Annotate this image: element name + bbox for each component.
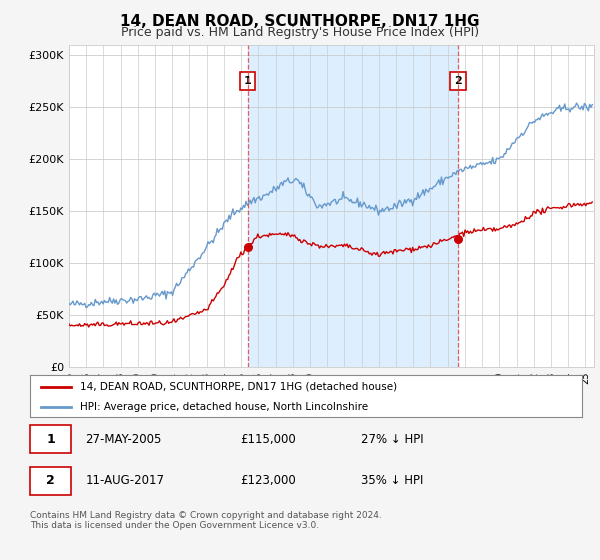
- Text: Contains HM Land Registry data © Crown copyright and database right 2024.
This d: Contains HM Land Registry data © Crown c…: [30, 511, 382, 530]
- Text: 14, DEAN ROAD, SCUNTHORPE, DN17 1HG: 14, DEAN ROAD, SCUNTHORPE, DN17 1HG: [120, 14, 480, 29]
- Text: 35% ↓ HPI: 35% ↓ HPI: [361, 474, 424, 487]
- Text: 11-AUG-2017: 11-AUG-2017: [85, 474, 164, 487]
- Text: HPI: Average price, detached house, North Lincolnshire: HPI: Average price, detached house, Nort…: [80, 402, 368, 412]
- Text: 27-MAY-2005: 27-MAY-2005: [85, 432, 161, 446]
- Text: 27% ↓ HPI: 27% ↓ HPI: [361, 432, 424, 446]
- Text: 1: 1: [244, 76, 251, 86]
- FancyBboxPatch shape: [30, 467, 71, 494]
- Text: Price paid vs. HM Land Registry's House Price Index (HPI): Price paid vs. HM Land Registry's House …: [121, 26, 479, 39]
- Text: £123,000: £123,000: [240, 474, 296, 487]
- FancyBboxPatch shape: [30, 425, 71, 453]
- Text: 2: 2: [46, 474, 55, 487]
- Text: 1: 1: [46, 432, 55, 446]
- Bar: [248, 45, 458, 367]
- Point: [453, 235, 463, 244]
- Point: [243, 243, 253, 252]
- Text: £115,000: £115,000: [240, 432, 296, 446]
- Text: 2: 2: [454, 76, 462, 86]
- Text: 14, DEAN ROAD, SCUNTHORPE, DN17 1HG (detached house): 14, DEAN ROAD, SCUNTHORPE, DN17 1HG (det…: [80, 382, 397, 392]
